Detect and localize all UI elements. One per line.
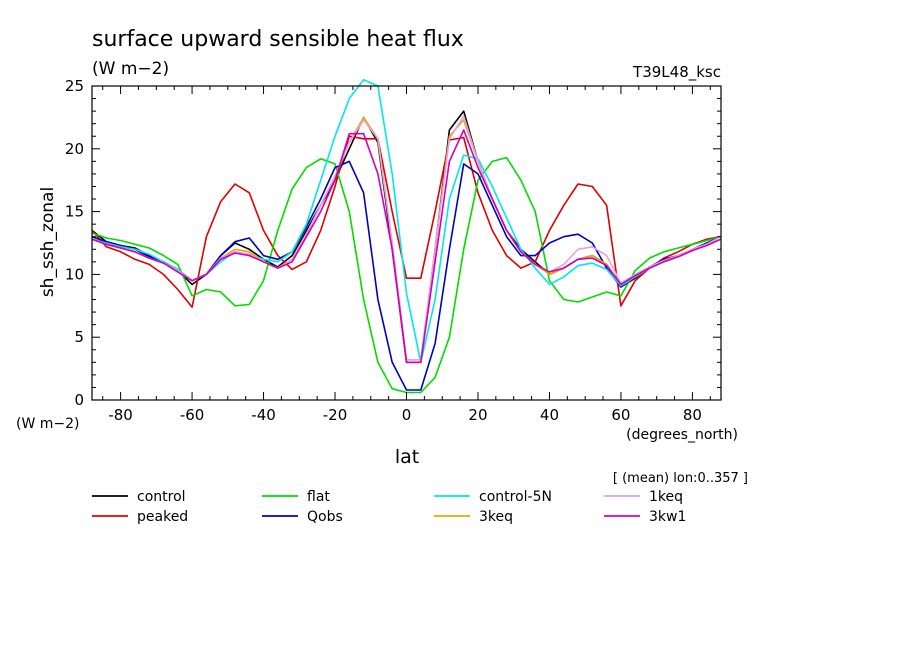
- legend-label: flat: [307, 489, 330, 505]
- y-tick-label: 0: [74, 391, 84, 409]
- legend-label: peaked: [137, 509, 188, 525]
- legend: control peaked flat Qobs control-5N 3keq 1keq 3…: [92, 489, 686, 525]
- chart-title: surface upward sensible heat flux: [92, 27, 464, 52]
- legend-label: control: [137, 489, 186, 505]
- y-tick-label: 15: [65, 203, 84, 221]
- y-tick-label: 20: [65, 140, 84, 158]
- x-tick-label: 0: [402, 406, 412, 424]
- legend-label: control-5N: [479, 489, 552, 505]
- y-tick-label: 25: [65, 77, 84, 95]
- series-line-3keq: [91, 116, 722, 361]
- x-tick-label: 40: [540, 406, 559, 424]
- series-line-1keq: [91, 115, 722, 361]
- x-tick-label: -40: [251, 406, 276, 424]
- x-tick-label: 80: [683, 406, 702, 424]
- y-axis-label: sh_ssh_zonal: [38, 187, 58, 297]
- y-tick-label: 5: [74, 328, 84, 346]
- legend-label: 3keq: [479, 509, 513, 525]
- plot-area: -80 -60 -40 -20 0 20 40 60 80 0 5 10 15 20 25: [65, 77, 722, 424]
- y-tick-label: 10: [65, 265, 84, 283]
- series-line-control: [91, 110, 722, 364]
- x-tick-label: 20: [468, 406, 487, 424]
- x-tick-label: 60: [611, 406, 630, 424]
- series-line-3kw1: [91, 129, 722, 364]
- x-tick-label: -60: [180, 406, 205, 424]
- experiment-label: T39L48_ksc: [632, 63, 721, 82]
- x-axis-label: lat: [395, 446, 419, 468]
- series-line-control-5n: [91, 78, 722, 364]
- y-axis-units: (W m−2): [16, 416, 80, 432]
- legend-label: 1keq: [649, 489, 683, 505]
- x-tick-label: -80: [108, 406, 133, 424]
- chart-units: (W m−2): [92, 59, 169, 79]
- footnote: [ (mean) lon:0..357 ]: [613, 471, 748, 486]
- legend-label: Qobs: [307, 509, 343, 525]
- plot-frame: [91, 85, 722, 401]
- legend-label: 3kw1: [649, 509, 686, 525]
- x-tick-label: -20: [323, 406, 348, 424]
- x-axis-units: (degrees_north): [626, 427, 738, 443]
